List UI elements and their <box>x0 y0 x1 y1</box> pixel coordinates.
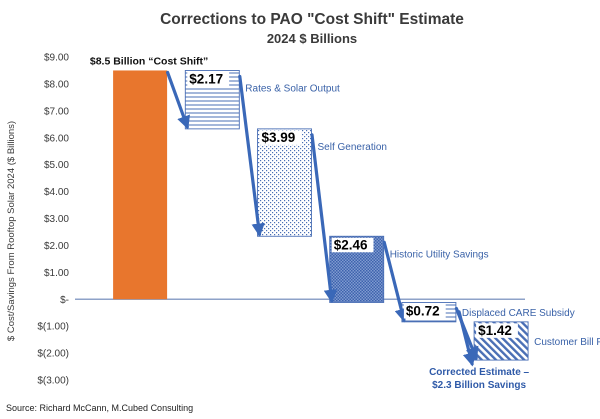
bar-series-label: Displaced CARE Subsidy <box>462 308 575 319</box>
bar-series-label: Historic Utility Savings <box>390 249 489 260</box>
value-label-bg <box>403 303 446 319</box>
step-arrow <box>310 133 338 304</box>
cost-shift-label: $8.5 Billion “Cost Shift” <box>90 55 208 67</box>
bar-value-label: $3.99 <box>262 130 296 145</box>
value-label-bg <box>187 71 230 87</box>
bar-series-label: Customer Bill Payments <box>534 337 600 348</box>
step-arrow <box>238 74 265 237</box>
bar-value-label: $1.42 <box>478 323 512 338</box>
arrows-group <box>166 70 479 367</box>
y-axis: $9.00 $8.00 $7.00 $6.00 $5.00 $4.00 $3.00 $2.00… <box>37 53 69 387</box>
bar-value-label: $2.46 <box>334 237 368 252</box>
step-arrow <box>166 70 190 130</box>
conclusion-arrow <box>457 310 477 367</box>
labels-group: $2.17 Rates & Solar Output $3.99 Self Gener… <box>90 55 600 391</box>
bar-correction-2 <box>257 128 312 237</box>
y-tick-label: $9.00 <box>44 53 69 64</box>
y-axis-label: $ Cost/Savings From Rooftop Solar 2024 (… <box>6 121 17 341</box>
y-tick-label: $6.00 <box>44 133 69 144</box>
bar-series-label: Self Generation <box>318 142 388 153</box>
value-label-bg <box>259 130 302 145</box>
corrected-estimate-label: $2.3 Billion Savings <box>432 380 526 391</box>
y-tick-label: $4.00 <box>44 187 69 198</box>
y-tick-label: $7.00 <box>44 106 69 117</box>
y-tick-label: $(3.00) <box>37 376 69 387</box>
source-note: Source: Richard McCann, M.Cubed Consulti… <box>6 403 193 413</box>
y-tick-label: $1.00 <box>44 268 69 279</box>
bar-cost-shift <box>113 70 168 300</box>
bar-value-label: $0.72 <box>406 303 440 318</box>
chart-subtitle: 2024 $ Billions <box>267 31 357 46</box>
corrected-estimate-label: Corrected Estimate – <box>429 367 529 378</box>
y-tick-label: $- <box>60 295 69 306</box>
step-arrow <box>382 240 408 323</box>
y-tick-label: $(1.00) <box>37 322 69 333</box>
y-tick-label: $5.00 <box>44 160 69 171</box>
bar-value-label: $2.17 <box>189 71 223 86</box>
y-tick-label: $8.00 <box>44 79 69 90</box>
value-label-bg <box>476 323 518 338</box>
y-tick-label: $(2.00) <box>37 349 69 360</box>
y-tick-label: $2.00 <box>44 241 69 252</box>
value-label-bg <box>331 237 374 253</box>
y-tick-label: $3.00 <box>44 214 69 225</box>
chart-title: Corrections to PAO "Cost Shift" Estimate <box>160 11 464 28</box>
bar-series-label: Rates & Solar Output <box>245 83 340 94</box>
